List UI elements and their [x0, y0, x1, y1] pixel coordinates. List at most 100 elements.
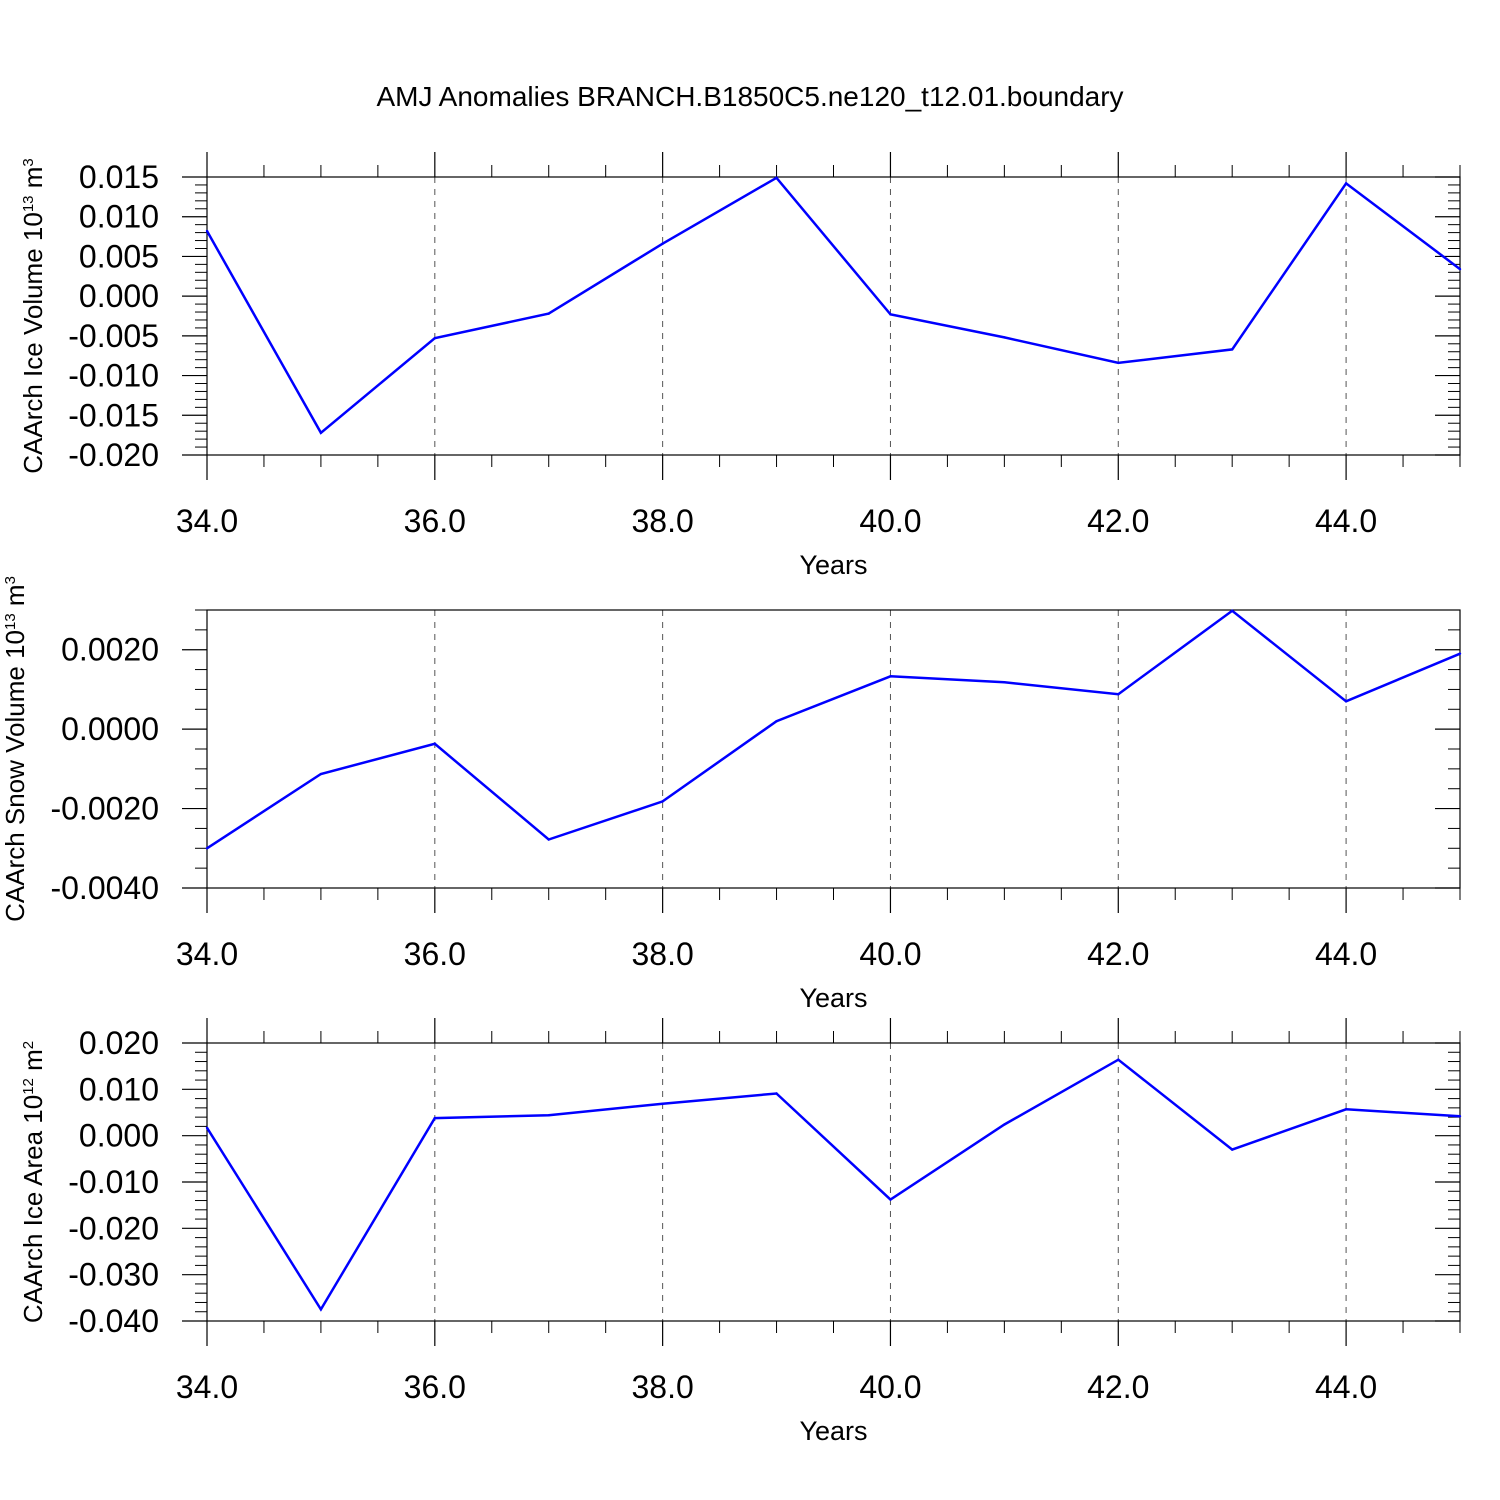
y-label-superscript: 12: [20, 1078, 37, 1095]
y-label-superscript: 3: [2, 576, 19, 584]
x-tick-label: 36.0: [404, 503, 466, 539]
x-tick-label: 36.0: [404, 936, 466, 972]
plot-frame: [206, 1042, 1461, 1322]
data-point: [775, 720, 778, 723]
y-label-superscript: 3: [20, 158, 37, 166]
y-tick-label: -0.015: [68, 397, 159, 433]
data-point: [1458, 267, 1462, 271]
data-point: [1230, 348, 1234, 351]
y-tick-label: -0.030: [68, 1257, 159, 1293]
x-tick-label: 38.0: [631, 936, 693, 972]
data-point: [1230, 1148, 1234, 1151]
data-point: [547, 312, 550, 315]
y-label-text: m: [18, 1049, 48, 1078]
x-tick-label: 40.0: [859, 1369, 921, 1405]
y-tick-label: -0.020: [68, 1210, 159, 1246]
y-axis-label: CAArch Snow Volume 1013 m3: [0, 576, 30, 922]
y-tick-label: 0.005: [79, 238, 159, 274]
y-tick-label: -0.0020: [50, 791, 159, 827]
data-point: [775, 1092, 778, 1095]
data-point: [1117, 1058, 1120, 1061]
data-point: [1117, 361, 1120, 365]
data-point: [1117, 692, 1120, 696]
x-tick-label: 42.0: [1087, 936, 1149, 972]
data-point: [889, 1198, 892, 1201]
x-tick-label: 42.0: [1087, 503, 1149, 539]
data-point: [889, 675, 892, 678]
y-label-text: m: [18, 167, 48, 196]
x-tick-label: 36.0: [404, 1369, 466, 1405]
series-line: [205, 176, 1461, 435]
y-label-text: m: [0, 584, 30, 613]
data-point: [547, 838, 550, 841]
y-axis-label: CAArch Ice Volume 1013 m3: [18, 158, 48, 474]
panel-2: 34.0 36.0 38.0 40.0 42.0 44.0 0.0020 0.0000 -0.0…: [0, 576, 1462, 1013]
chart-title: AMJ Anomalies BRANCH.B1850C5.ne120_t12.0…: [376, 81, 1123, 112]
y-tick-label: 0.020: [79, 1025, 159, 1061]
y-tick-label: -0.020: [68, 437, 159, 473]
data-point: [889, 313, 892, 316]
x-tick-label: 44.0: [1315, 503, 1377, 539]
y-tick-label: 0.010: [79, 1071, 159, 1107]
y-tick-label: 0.0020: [61, 632, 159, 668]
x-tick-label: 44.0: [1315, 1369, 1377, 1405]
data-point: [205, 847, 209, 850]
y-tick-label: -0.0040: [50, 870, 159, 906]
series-line: [205, 1058, 1461, 1312]
x-tick-label: 34.0: [176, 1369, 238, 1405]
data-point: [661, 800, 664, 803]
panel-3: 34.0 36.0 38.0 40.0 42.0 44.0 0.020 0.010 0.000 -…: [18, 1018, 1462, 1446]
y-label-text: CAArch Ice Volume 10: [18, 212, 48, 474]
data-point: [1003, 681, 1006, 684]
y-tick-label: 0.000: [79, 278, 159, 314]
y-tick-label: -0.005: [68, 318, 159, 354]
y-tick-label: 0.000: [79, 1118, 159, 1154]
y-tick-label: 0.015: [79, 159, 159, 195]
plot-frame: [206, 609, 1461, 889]
y-tick-label: 0.0000: [61, 711, 159, 747]
data-point: [547, 1114, 550, 1117]
data-point: [1458, 1115, 1462, 1118]
data-point: [205, 229, 209, 233]
plot-frame: [206, 176, 1461, 456]
data-point: [1458, 652, 1462, 655]
data-point: [1003, 1123, 1006, 1126]
data-point: [661, 242, 664, 245]
x-tick-label: 40.0: [859, 503, 921, 539]
y-label-superscript: 13: [20, 195, 37, 212]
data-point: [433, 1116, 437, 1120]
data-point: [775, 176, 778, 179]
data-point: [1230, 609, 1234, 612]
y-label-text: CAArch Ice Area 10: [18, 1095, 48, 1323]
panels: 34.0 36.0 38.0 40.0 42.0 44.00.0150.0100.0050…: [0, 152, 1462, 1446]
x-tick-label: 42.0: [1087, 1369, 1149, 1405]
x-tick-label: 34.0: [176, 503, 238, 539]
data-point: [1344, 700, 1348, 703]
data-point: [1344, 1108, 1348, 1111]
y-tick-label: 0.010: [79, 199, 159, 235]
y-label-superscript: 13: [2, 613, 19, 630]
data-point: [319, 431, 323, 434]
x-axis-label: Years: [799, 550, 867, 580]
data-point: [661, 1102, 664, 1105]
data-point: [433, 742, 437, 746]
x-tick-label: 40.0: [859, 936, 921, 972]
y-tick-label: -0.010: [68, 358, 159, 394]
data-point: [1003, 336, 1006, 339]
x-tick-label: 38.0: [631, 503, 693, 539]
data-point: [205, 1126, 209, 1129]
data-point: [433, 337, 437, 340]
y-axis-label: CAArch Ice Area 1012 m2: [18, 1041, 48, 1323]
data-point: [319, 772, 323, 776]
y-tick-label: -0.010: [68, 1164, 159, 1200]
y-label-superscript: 2: [20, 1041, 37, 1049]
series-line: [206, 609, 1461, 850]
data-point: [319, 1308, 323, 1311]
x-axis-label: Years: [799, 1416, 867, 1446]
x-axis-label: Years: [799, 983, 867, 1013]
data-point: [1344, 182, 1348, 185]
x-tick-label: 44.0: [1315, 936, 1377, 972]
x-tick-label: 34.0: [176, 936, 238, 972]
